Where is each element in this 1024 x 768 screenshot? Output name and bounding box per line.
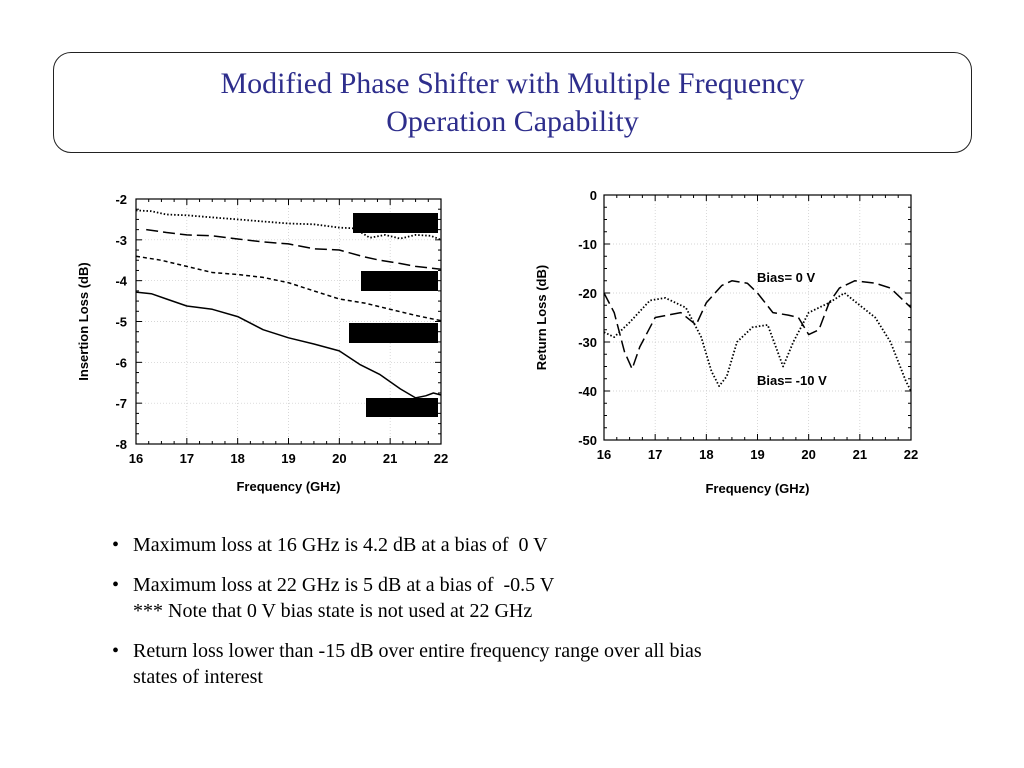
slide-title: Modified Phase Shifter with Multiple Fre…: [220, 66, 805, 138]
bullet-list: Maximum loss at 16 GHz is 4.2 dB at a bi…: [112, 532, 912, 704]
x-tick-label: 20: [801, 447, 815, 462]
y-tick-label: -4: [115, 274, 127, 289]
bullet-text: Maximum loss at 22 GHz is 5 dB at a bias…: [133, 574, 555, 596]
x-tick-label: 18: [230, 451, 244, 466]
y-tick-label: -40: [578, 384, 597, 399]
x-tick-label: 22: [904, 447, 918, 462]
x-tick-label: 16: [597, 447, 611, 462]
redacted-label: [353, 213, 438, 233]
title-box: Modified Phase Shifter with Multiple Fre…: [53, 52, 972, 153]
return-loss-plot: 16 17 18 19 20 21 22 0 -10 -20 -30 -40 -50 Frequency …: [534, 188, 918, 496]
y-tick-label: -10: [578, 237, 597, 252]
x-tick-label: 21: [853, 447, 867, 462]
bullet-text: states of interest: [133, 666, 263, 688]
series-annotation: Bias= 0 V: [757, 270, 816, 285]
bullet-text: Return loss lower than -15 dB over entir…: [133, 640, 702, 662]
bullet-item: Return loss lower than -15 dB over entir…: [112, 638, 912, 690]
series-line-2: [146, 228, 442, 270]
y-tick-label: -2: [115, 192, 127, 207]
x-tick-label: 18: [699, 447, 713, 462]
x-tick-label: 16: [129, 451, 143, 466]
series-line-4: [135, 291, 442, 399]
y-tick-label: -30: [578, 335, 597, 350]
x-axis-label: Frequency (GHz): [705, 481, 809, 496]
y-tick-label: -6: [115, 355, 127, 370]
y-tick-label: -20: [578, 286, 597, 301]
bullet-text: *** Note that 0 V bias state is not used…: [133, 600, 533, 622]
plot-frame: [603, 194, 912, 441]
redacted-label: [349, 323, 438, 343]
x-axis-label: Frequency (GHz): [236, 479, 340, 494]
series-line-1: [135, 209, 442, 241]
y-tick-label: -50: [578, 433, 597, 448]
plot-frame: [135, 198, 442, 445]
y-tick-label: -8: [115, 437, 127, 452]
redacted-label: [361, 271, 438, 291]
y-tick-label: -5: [115, 315, 127, 330]
x-tick-label: 20: [332, 451, 346, 466]
series-line-3: [135, 255, 442, 322]
x-tick-label: 17: [180, 451, 194, 466]
y-tick-label: -7: [115, 396, 127, 411]
x-tick-label: 19: [750, 447, 764, 462]
bullet-text: Maximum loss at 16 GHz is 4.2 dB at a bi…: [133, 534, 548, 556]
redacted-label: [366, 398, 438, 417]
y-tick-label: -3: [115, 233, 127, 248]
y-axis-label: Insertion Loss (dB): [76, 262, 91, 380]
x-tick-label: 21: [383, 451, 397, 466]
x-tick-label: 17: [648, 447, 662, 462]
series-annotation: Bias= -10 V: [757, 373, 827, 388]
y-tick-label: 0: [590, 188, 597, 203]
y-axis-label: Return Loss (dB): [534, 265, 549, 370]
bullet-item: Maximum loss at 16 GHz is 4.2 dB at a bi…: [112, 532, 912, 558]
x-tick-label: 22: [434, 451, 448, 466]
bullet-item: Maximum loss at 22 GHz is 5 dB at a bias…: [112, 572, 912, 624]
series-line-2: [603, 292, 912, 392]
insertion-loss-plot: 16 17 18 19 20 21 22 -2 -3 -4 -5 -6 -7 -8 Frequency (G…: [76, 192, 448, 494]
x-tick-label: 19: [281, 451, 295, 466]
series-line-1: [603, 280, 912, 370]
